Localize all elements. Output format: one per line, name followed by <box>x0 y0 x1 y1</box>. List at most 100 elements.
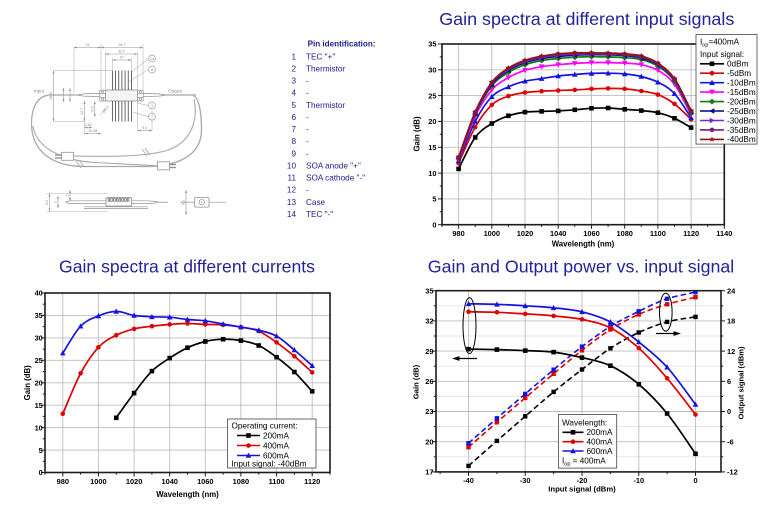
svg-text:48±3: 48±3 <box>49 92 53 100</box>
svg-text:4: 4 <box>291 89 296 98</box>
svg-text:-12: -12 <box>727 468 738 477</box>
svg-text:8.9: 8.9 <box>90 107 94 112</box>
svg-text:-20: -20 <box>577 476 588 485</box>
svg-text:1060: 1060 <box>197 477 213 486</box>
svg-text:1040: 1040 <box>550 229 566 238</box>
svg-text:14: 14 <box>287 210 297 219</box>
svg-text:25: 25 <box>428 91 436 100</box>
svg-text:200mA: 200mA <box>587 428 613 437</box>
svg-text:-10: -10 <box>633 476 644 485</box>
svg-text:0: 0 <box>727 407 731 416</box>
svg-text:6: 6 <box>291 113 296 122</box>
svg-text:3: 3 <box>291 77 296 86</box>
svg-text:-20dBm: -20dBm <box>727 97 756 106</box>
svg-text:Wavelength (nm): Wavelength (nm) <box>156 490 219 499</box>
svg-text:35: 35 <box>425 286 433 295</box>
svg-text:0dBm: 0dBm <box>727 60 749 69</box>
svg-text:1120: 1120 <box>683 229 699 238</box>
svg-text:24: 24 <box>727 286 736 295</box>
svg-text:-: - <box>306 137 309 146</box>
svg-text:7: 7 <box>291 125 296 134</box>
svg-text:1: 1 <box>151 104 153 108</box>
svg-text:-: - <box>306 149 309 158</box>
svg-text:Gain (dB): Gain (dB) <box>413 116 422 151</box>
svg-text:27: 27 <box>120 56 124 60</box>
svg-text:5: 5 <box>39 446 43 455</box>
svg-text:200mA: 200mA <box>263 431 289 440</box>
svg-text:32: 32 <box>425 317 433 326</box>
svg-text:Input: Input <box>34 89 45 94</box>
svg-text:1080: 1080 <box>233 477 249 486</box>
svg-text:-: - <box>306 89 309 98</box>
svg-text:6: 6 <box>727 377 731 386</box>
svg-text:Input signal:: Input signal: <box>700 50 744 59</box>
svg-text:10: 10 <box>35 423 43 432</box>
svg-text:30: 30 <box>428 66 436 75</box>
svg-text:SOA cathode "-": SOA cathode "-" <box>306 174 365 183</box>
svg-text:Wavelength (nm): Wavelength (nm) <box>552 239 615 248</box>
svg-text:1100: 1100 <box>650 229 666 238</box>
svg-text:1: 1 <box>54 201 58 203</box>
svg-text:29: 29 <box>425 347 433 356</box>
svg-text:20: 20 <box>35 378 43 387</box>
svg-text:1140: 1140 <box>716 229 732 238</box>
svg-text:30: 30 <box>35 334 43 343</box>
svg-text:21: 21 <box>86 43 90 47</box>
svg-text:Pin identification:: Pin identification: <box>308 40 376 49</box>
svg-text:14: 14 <box>150 57 154 61</box>
svg-text:1: 1 <box>291 52 296 61</box>
svg-text:-: - <box>306 186 309 195</box>
svg-text:20: 20 <box>425 437 433 446</box>
svg-text:20: 20 <box>428 117 436 126</box>
svg-text:980: 980 <box>57 477 69 486</box>
svg-text:Case: Case <box>306 198 326 207</box>
svg-text:980: 980 <box>452 229 464 238</box>
svg-text:0: 0 <box>693 476 697 485</box>
svg-text:SOA anode "+": SOA anode "+" <box>306 162 361 171</box>
svg-text:8: 8 <box>151 68 153 72</box>
svg-text:35: 35 <box>35 311 43 320</box>
svg-text:Wavelength:: Wavelength: <box>562 419 607 428</box>
svg-text:-: - <box>306 77 309 86</box>
svg-text:Output signal (dBm): Output signal (dBm) <box>737 346 746 419</box>
svg-text:Gain spectra at different curr: Gain spectra at different currents <box>59 257 315 277</box>
svg-text:-5dBm: -5dBm <box>727 69 751 78</box>
svg-text:1120: 1120 <box>304 477 320 486</box>
svg-text:400mA: 400mA <box>263 441 289 450</box>
svg-text:34.7: 34.7 <box>119 43 126 47</box>
svg-text:10: 10 <box>428 169 436 178</box>
svg-text:-25dBm: -25dBm <box>727 107 756 116</box>
svg-text:400mA: 400mA <box>587 438 613 447</box>
svg-text:-6: -6 <box>727 437 734 446</box>
svg-text:Ø2.2: Ø2.2 <box>102 105 110 114</box>
svg-text:5: 5 <box>66 195 70 197</box>
svg-text:1020: 1020 <box>517 229 533 238</box>
svg-text:23: 23 <box>425 407 433 416</box>
svg-text:-40dBm: -40dBm <box>727 135 756 144</box>
svg-text:1060: 1060 <box>583 229 599 238</box>
svg-text:9.0: 9.0 <box>142 126 147 130</box>
svg-text:7: 7 <box>151 115 153 119</box>
svg-text:-30: -30 <box>520 476 531 485</box>
svg-text:12: 12 <box>287 186 297 195</box>
svg-text:5: 5 <box>432 195 436 204</box>
svg-text:1040: 1040 <box>161 477 177 486</box>
svg-text:9: 9 <box>291 149 296 158</box>
svg-text:Thermistor: Thermistor <box>306 64 345 73</box>
svg-text:40: 40 <box>35 289 43 298</box>
svg-text:12: 12 <box>727 347 735 356</box>
svg-text:12.7: 12.7 <box>80 108 84 115</box>
svg-text:15: 15 <box>428 143 436 152</box>
svg-text:26: 26 <box>425 377 433 386</box>
svg-text:11: 11 <box>288 174 297 183</box>
svg-text:600mA: 600mA <box>587 447 613 456</box>
svg-text:-15dBm: -15dBm <box>727 88 756 97</box>
svg-text:TEC "+": TEC "+" <box>306 52 335 61</box>
svg-text:1000: 1000 <box>90 477 106 486</box>
svg-text:600mA: 600mA <box>263 451 289 460</box>
svg-text:Operating current:: Operating current: <box>232 422 298 431</box>
svg-text:0: 0 <box>39 468 43 477</box>
svg-text:18: 18 <box>727 317 735 326</box>
svg-text:32.7: 32.7 <box>118 50 125 54</box>
svg-text:Input signal (dBm): Input signal (dBm) <box>548 485 616 494</box>
